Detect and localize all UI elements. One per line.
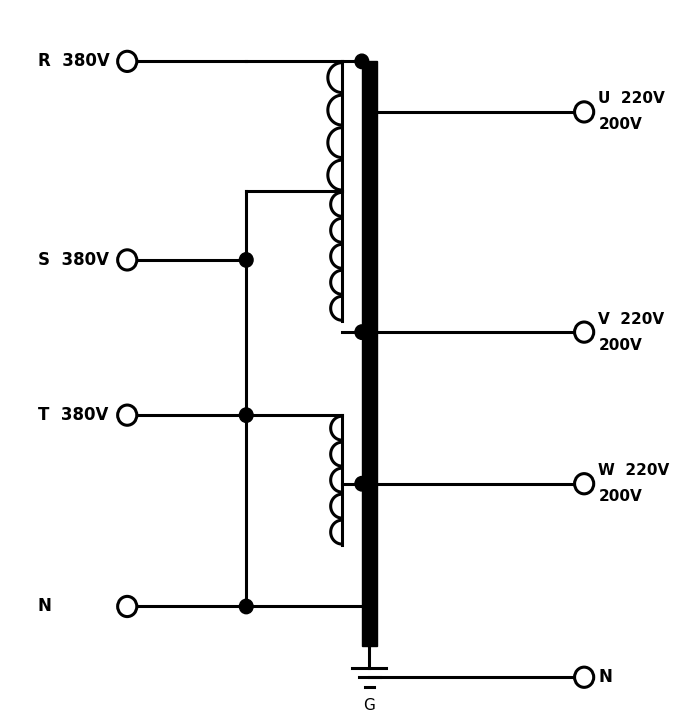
Circle shape: [355, 325, 369, 339]
Text: S  380V: S 380V: [38, 251, 109, 269]
Text: 200V: 200V: [598, 118, 642, 132]
Bar: [362, 61, 377, 646]
Circle shape: [239, 408, 253, 422]
Text: 200V: 200V: [598, 338, 642, 352]
Circle shape: [575, 102, 594, 122]
Text: U  220V: U 220V: [598, 92, 666, 106]
Text: G: G: [363, 698, 376, 713]
Circle shape: [118, 596, 137, 617]
Circle shape: [118, 405, 137, 425]
Text: R  380V: R 380V: [38, 53, 109, 70]
Text: W  220V: W 220V: [598, 464, 670, 478]
Circle shape: [575, 322, 594, 342]
Circle shape: [355, 54, 369, 69]
Circle shape: [575, 474, 594, 494]
Text: N: N: [598, 669, 612, 686]
Text: N: N: [38, 598, 51, 615]
Circle shape: [118, 51, 137, 71]
Circle shape: [118, 250, 137, 270]
Circle shape: [239, 599, 253, 614]
Circle shape: [575, 667, 594, 687]
Circle shape: [355, 477, 369, 491]
Circle shape: [239, 253, 253, 267]
Text: T  380V: T 380V: [38, 406, 108, 424]
Text: 200V: 200V: [598, 490, 642, 504]
Text: V  220V: V 220V: [598, 312, 665, 326]
